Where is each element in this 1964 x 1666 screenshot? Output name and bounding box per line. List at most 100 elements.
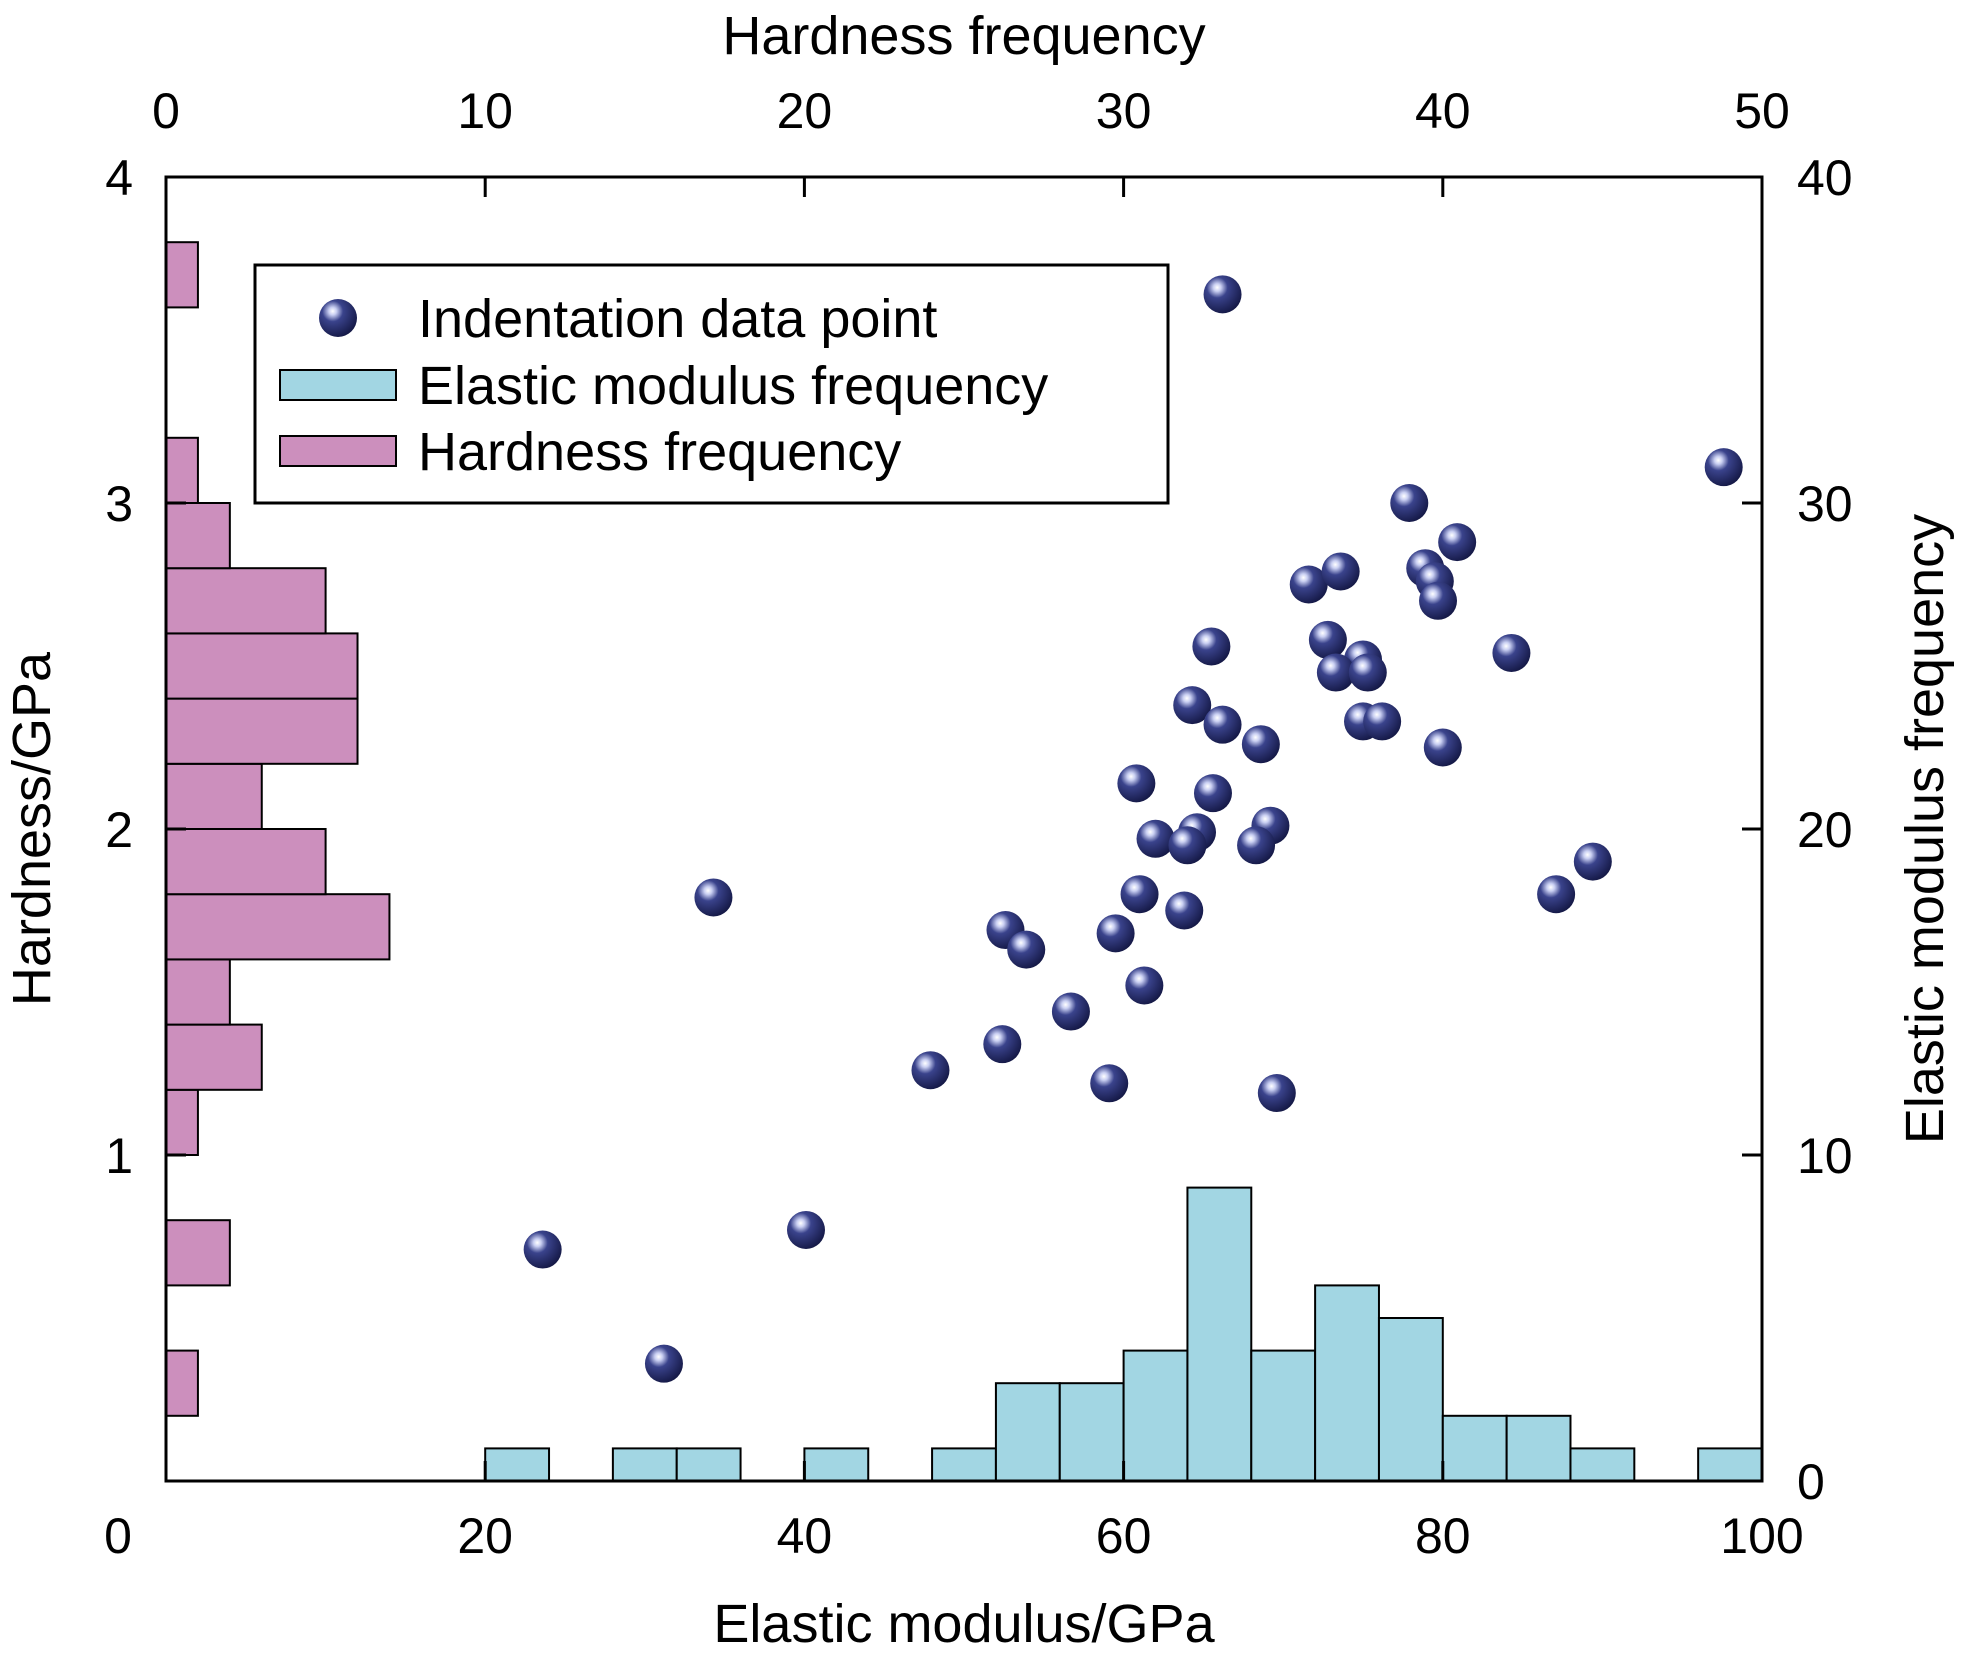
elastic-modulus-bar bbox=[1441, 1414, 1508, 1483]
hardness-bar bbox=[165, 1023, 263, 1091]
indentation-scatter bbox=[523, 275, 1743, 1383]
hardness-bar bbox=[165, 1349, 199, 1417]
indentation-point bbox=[1173, 686, 1212, 725]
hardness-bar bbox=[165, 241, 199, 309]
indentation-point bbox=[983, 1025, 1022, 1064]
hardness-bar bbox=[165, 697, 359, 765]
top-axis-title: Hardness frequency bbox=[722, 6, 1205, 66]
elastic-modulus-bar bbox=[1377, 1317, 1444, 1482]
indentation-point bbox=[1573, 842, 1612, 881]
indentation-point bbox=[1136, 819, 1175, 858]
hardness-bar bbox=[165, 762, 263, 830]
legend-label-indentation: Indentation data point bbox=[418, 289, 937, 349]
indentation-point bbox=[1192, 627, 1231, 666]
x-axis-tick-label: 80 bbox=[1415, 1508, 1471, 1564]
indentation-point bbox=[694, 878, 733, 917]
indentation-point bbox=[1090, 1064, 1129, 1103]
y-axis-tick-label: 1 bbox=[105, 1128, 133, 1184]
hardness-bar bbox=[165, 632, 359, 700]
indentation-point bbox=[1419, 581, 1458, 620]
hardness-bar bbox=[165, 502, 231, 570]
indentation-point bbox=[1117, 764, 1156, 803]
indentation-point bbox=[1193, 774, 1232, 813]
right-axis-tick-label: 40 bbox=[1797, 150, 1853, 206]
indentation-point bbox=[1165, 891, 1204, 930]
indentation-point bbox=[1120, 875, 1159, 914]
right-axis-tick-label: 10 bbox=[1797, 1128, 1853, 1184]
right-axis-tick-label: 20 bbox=[1797, 802, 1853, 858]
indentation-point bbox=[1241, 725, 1280, 764]
indentation-point bbox=[1168, 826, 1207, 865]
legend-scatter-marker bbox=[319, 299, 357, 337]
indentation-point bbox=[1203, 705, 1242, 744]
indentation-point bbox=[523, 1230, 562, 1269]
indentation-point bbox=[1438, 523, 1477, 562]
indentation-point bbox=[911, 1051, 950, 1090]
hardness-bar bbox=[165, 567, 327, 635]
indentation-point bbox=[1492, 633, 1531, 672]
elastic-modulus-bar bbox=[484, 1447, 551, 1483]
y-axis-tick-label: 2 bbox=[105, 802, 133, 858]
legend-label-hardness: Hardness frequency bbox=[418, 422, 901, 482]
indentation-point bbox=[1203, 275, 1242, 314]
elastic-modulus-bar bbox=[1505, 1414, 1572, 1483]
indentation-point bbox=[786, 1210, 825, 1249]
legend-box bbox=[253, 263, 1170, 505]
indentation-point bbox=[1348, 653, 1387, 692]
indentation-point bbox=[1537, 875, 1576, 914]
indentation-point bbox=[1125, 966, 1164, 1005]
x-axis-tick-label: 60 bbox=[1096, 1508, 1152, 1564]
elastic-modulus-histogram bbox=[484, 1186, 1764, 1483]
hardness-bar bbox=[165, 828, 327, 896]
right-axis-title: Elastic modulus frequency bbox=[1895, 514, 1955, 1144]
indentation-point bbox=[1321, 552, 1360, 591]
elastic-modulus-bar bbox=[994, 1382, 1061, 1482]
elastic-modulus-bar bbox=[1186, 1186, 1253, 1482]
legend: Indentation data point Elastic modulus f… bbox=[253, 263, 1170, 505]
hardness-bar bbox=[165, 958, 231, 1026]
indentation-point bbox=[1390, 484, 1429, 522]
indentation-point bbox=[1704, 448, 1743, 487]
top-axis-tick-label: 10 bbox=[457, 83, 513, 139]
hardness-bar bbox=[165, 1088, 199, 1157]
hardness-bar bbox=[165, 436, 199, 504]
legend-label-elastic: Elastic modulus frequency bbox=[418, 356, 1048, 416]
elastic-modulus-bar bbox=[1250, 1349, 1317, 1482]
top-axis-tick-label: 30 bbox=[1096, 83, 1152, 139]
hardness-bar bbox=[165, 1219, 231, 1287]
right-axis-tick-label: 0 bbox=[1797, 1454, 1825, 1510]
elastic-modulus-bar bbox=[1314, 1284, 1380, 1483]
right-axis-tick-label: 30 bbox=[1797, 476, 1853, 532]
elastic-modulus-bar bbox=[1058, 1382, 1125, 1482]
elastic-modulus-bar bbox=[1569, 1447, 1636, 1483]
indentation-point bbox=[1237, 826, 1276, 865]
indentation-point bbox=[644, 1344, 683, 1383]
indentation-point bbox=[1096, 914, 1135, 953]
x-axis-title: Elastic modulus/GPa bbox=[713, 1594, 1215, 1654]
indentation-point bbox=[1257, 1074, 1296, 1113]
hardness-bar bbox=[165, 893, 391, 961]
indentation-point bbox=[1007, 930, 1046, 969]
indentation-point bbox=[1363, 702, 1402, 741]
top-axis-tick-label: 20 bbox=[777, 83, 833, 139]
legend-elastic-swatch bbox=[279, 369, 397, 401]
top-axis-tick-label: 50 bbox=[1734, 83, 1790, 139]
y-axis-tick-label: 4 bbox=[105, 150, 133, 206]
elastic-modulus-bar bbox=[803, 1447, 870, 1483]
elastic-modulus-bar bbox=[931, 1447, 997, 1483]
x-axis-tick-label: 20 bbox=[457, 1508, 513, 1564]
elastic-modulus-bar bbox=[675, 1447, 742, 1483]
elastic-modulus-bar bbox=[1697, 1447, 1764, 1483]
y-axis-title: Hardness/GPa bbox=[2, 651, 62, 1006]
top-axis-tick-label: 0 bbox=[152, 83, 180, 139]
indentation-point bbox=[1308, 620, 1347, 659]
x-axis-tick-label: 0 bbox=[104, 1508, 132, 1564]
top-axis-tick-label: 40 bbox=[1415, 83, 1471, 139]
elastic-modulus-bar bbox=[611, 1447, 678, 1483]
indentation-point bbox=[1316, 653, 1355, 692]
legend-hardness-swatch bbox=[279, 435, 397, 467]
elastic-modulus-bar bbox=[1122, 1349, 1189, 1482]
y-axis-tick-label: 3 bbox=[105, 476, 133, 532]
